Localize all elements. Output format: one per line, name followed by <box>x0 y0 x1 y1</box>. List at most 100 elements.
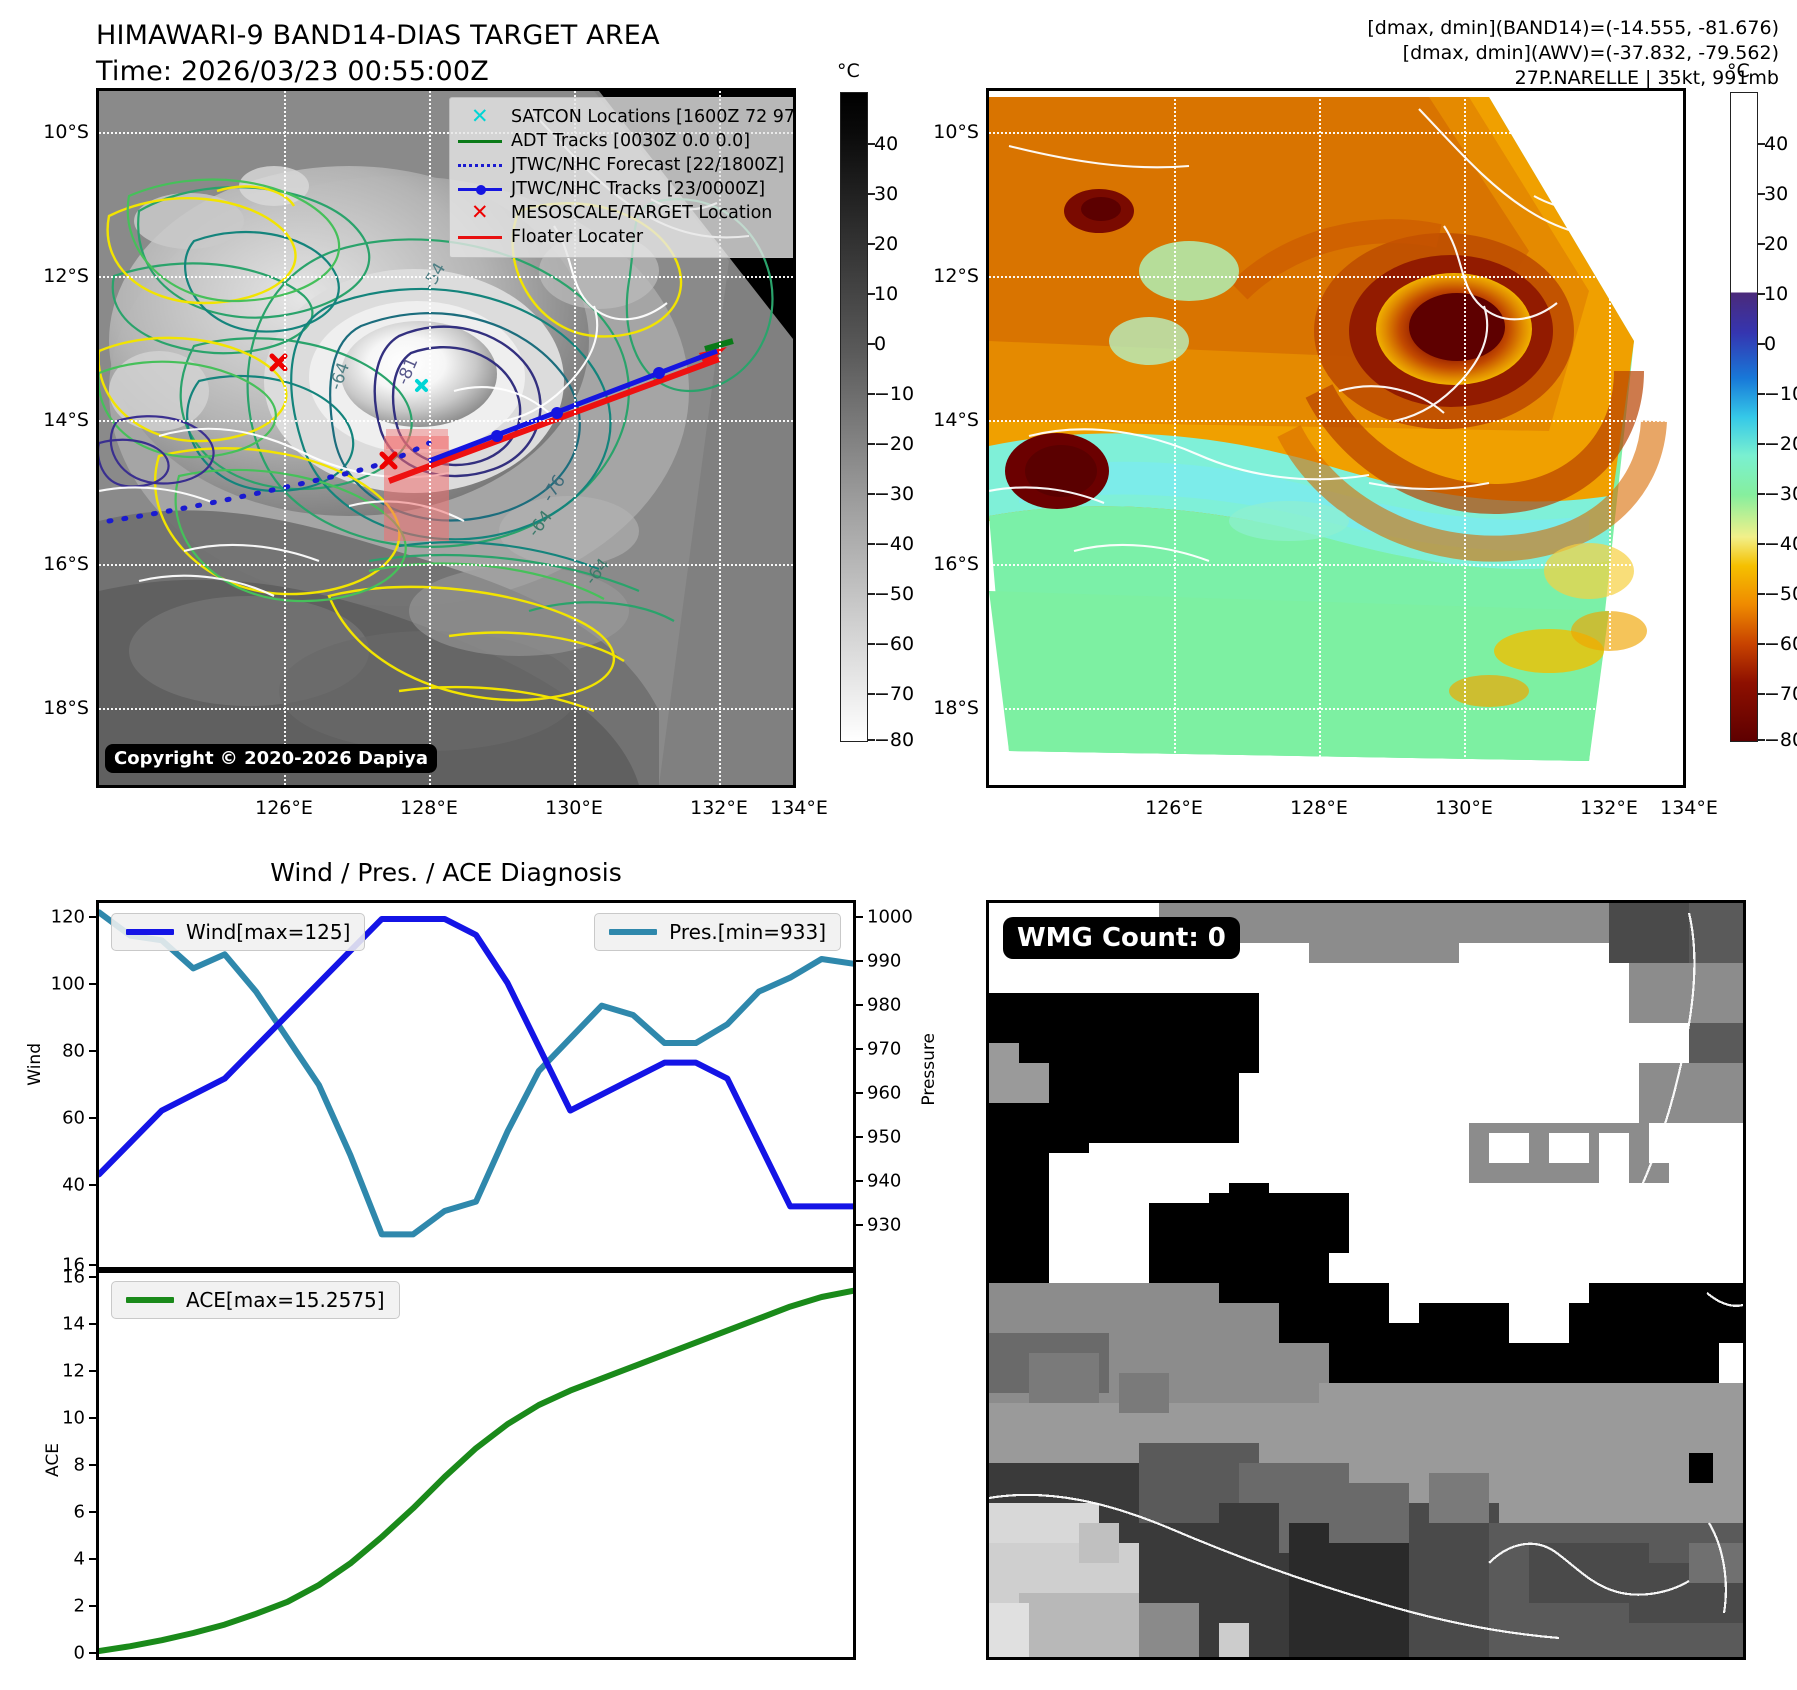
wind-tick-40: 40 <box>62 1174 85 1196</box>
pres-tick-950: 950 <box>867 1126 902 1148</box>
wind-tick-16: 16 <box>62 1254 85 1276</box>
wind-legend-line-icon <box>126 929 174 935</box>
awv-gridline-lon-128e <box>1319 91 1321 785</box>
pres-tick-930: 930 <box>867 1214 902 1236</box>
dmax-dmin-awv: [dmax, dmin](AWV)=(-37.832, -79.562) <box>1402 42 1779 64</box>
awv-cb-tm70: −70 <box>1764 683 1797 705</box>
ir-xtick-128e: 128°E <box>400 797 458 819</box>
ir-gridline-lat-18s <box>99 708 793 710</box>
wind-legend[interactable]: Wind[max=125] <box>111 913 366 951</box>
awv-ytick-12s: 12°S <box>933 265 979 287</box>
awv-xtick-130e: 130°E <box>1435 797 1493 819</box>
page-title: HIMAWARI-9 BAND14-DIAS TARGET AREA Time:… <box>96 18 660 90</box>
awv-gridline-lat-16s <box>989 564 1683 566</box>
pres-tick-970: 970 <box>867 1038 902 1060</box>
wind-tick-80: 80 <box>62 1040 85 1062</box>
ace-tick-16: 16 <box>62 1266 85 1288</box>
title-line-2: Time: 2026/03/23 00:55:00Z <box>96 56 489 87</box>
wind-tick-100: 100 <box>50 973 85 995</box>
awv-satellite-image <box>989 91 1683 785</box>
diagnosis-chart-title: Wind / Pres. / ACE Diagnosis <box>270 858 622 887</box>
awv-colorbar-unit: °C <box>1727 60 1750 82</box>
wind-legend-label: Wind[max=125] <box>186 920 351 944</box>
ir-ytick-14s: 14°S <box>43 409 89 431</box>
ace-chart[interactable]: ACE 16 14 12 10 8 6 4 2 0 ACE[max=15.257… <box>43 1267 856 1664</box>
ir-colorbar[interactable]: °C 40 30 20 10 0 −10 −20 −30 −40 −50 −60… <box>837 60 914 751</box>
ir-xtick-126e: 126°E <box>255 797 313 819</box>
ir-satellite-image: -81 -64 -54 -76 -64 -64 <box>99 91 793 785</box>
ir-colorbar-unit: °C <box>837 60 860 82</box>
awv-panel[interactable]: 10°S 12°S 14°S 16°S 18°S 126°E 128°E 130… <box>933 88 1718 819</box>
awv-gridline-lat-10s <box>989 132 1683 134</box>
ace-plot <box>99 1273 853 1657</box>
awv-xtick-132e: 132°E <box>1580 797 1638 819</box>
satcon-x-icon: ✕ <box>471 104 489 128</box>
wind-pressure-chart[interactable]: Wind Pressure 120 100 80 60 40 16 1000 9… <box>25 900 939 1276</box>
wmg-panel[interactable]: WMG Count: 0 <box>986 900 1746 1660</box>
ir-xtick-134e: 134°E <box>770 797 828 819</box>
pressure-legend-label: Pres.[min=933] <box>669 920 826 944</box>
ir-cb-tm50: −50 <box>874 583 915 605</box>
ace-legend-label: ACE[max=15.2575] <box>186 1288 385 1312</box>
ace-legend-line-icon <box>126 1297 174 1303</box>
awv-ytick-14s: 14°S <box>933 409 979 431</box>
ir-cb-tm20: −20 <box>874 433 915 455</box>
awv-xtick-134e: 134°E <box>1660 797 1718 819</box>
awv-gridline-lon-126e <box>1174 91 1176 785</box>
legend-item-jtwc-tracks: JTWC/NHC Tracks [23/0000Z] <box>458 177 793 201</box>
ace-tick-0: 0 <box>73 1642 85 1664</box>
legend-item-adt: ADT Tracks [0030Z 0.0 0.0] <box>458 129 793 153</box>
awv-cb-tm20: −20 <box>1764 433 1797 455</box>
awv-ytick-10s: 10°S <box>933 121 979 143</box>
ir-colorbar-gradient <box>840 92 868 742</box>
ace-tick-4: 4 <box>73 1548 85 1570</box>
awv-colorbar-gradient <box>1730 92 1758 742</box>
wmg-count-badge: WMG Count: 0 <box>1003 917 1240 959</box>
dmax-dmin-band14: [dmax, dmin](BAND14)=(-14.555, -81.676) <box>1367 17 1779 39</box>
ace-tick-14: 14 <box>62 1313 85 1335</box>
pres-tick-960: 960 <box>867 1082 902 1104</box>
awv-gridline-lat-12s <box>989 276 1683 278</box>
ir-cb-t20: 20 <box>874 233 899 255</box>
awv-cb-t30: 30 <box>1764 183 1789 205</box>
ir-legend[interactable]: ✕ SATCON Locations [1600Z 72 977] ADT Tr… <box>449 97 793 258</box>
ir-cb-tm70: −70 <box>874 683 915 705</box>
pressure-legend[interactable]: Pres.[min=933] <box>594 913 841 951</box>
pres-tick-940: 940 <box>867 1170 902 1192</box>
ir-cb-tm40: −40 <box>874 533 915 555</box>
ir-cb-t30: 30 <box>874 183 899 205</box>
ace-legend[interactable]: ACE[max=15.2575] <box>111 1281 400 1319</box>
pressure-axis-label: Pressure <box>919 1033 939 1106</box>
storm-id-intensity: 27P.NARELLE | 35kt, 991mb <box>1514 67 1779 89</box>
wind-pressure-plot <box>99 903 853 1267</box>
ace-tick-8: 8 <box>73 1454 85 1476</box>
legend-item-satcon: ✕ SATCON Locations [1600Z 72 977] <box>458 105 793 129</box>
ace-tick-10: 10 <box>62 1407 85 1429</box>
wind-tick-120: 120 <box>50 906 85 928</box>
awv-xtick-128e: 128°E <box>1290 797 1348 819</box>
awv-colorbar[interactable]: °C 40 30 20 10 0 −10 −20 −30 −40 −50 −60… <box>1727 60 1797 751</box>
copyright-badge: Copyright © 2020-2026 Dapiya <box>105 744 438 773</box>
legend-label-adt: ADT Tracks [0030Z 0.0 0.0] <box>511 131 751 151</box>
ir-gridline-lon-126e <box>284 91 286 785</box>
header-stats: [dmax, dmin](BAND14)=(-14.555, -81.676) … <box>1367 16 1779 91</box>
title-line-1: HIMAWARI-9 BAND14-DIAS TARGET AREA <box>96 20 660 51</box>
awv-ytick-16s: 16°S <box>933 553 979 575</box>
ir-xtick-130e: 130°E <box>545 797 603 819</box>
ir-band14-panel[interactable]: -81 -64 -54 -76 -64 -64 <box>43 88 828 819</box>
ir-gridline-lon-130e <box>574 91 576 785</box>
awv-gridline-lat-18s <box>989 708 1683 710</box>
forecast-dotted-icon <box>458 157 502 173</box>
ir-cb-tm80: −80 <box>874 729 915 751</box>
ir-gridline-lat-16s <box>99 564 793 566</box>
ir-ytick-12s: 12°S <box>43 265 89 287</box>
ir-gridline-lon-128e <box>429 91 431 785</box>
legend-item-floater: Floater Locater <box>458 225 793 249</box>
ir-cb-tm30: −30 <box>874 483 915 505</box>
ir-cb-t40: 40 <box>874 133 899 155</box>
ir-xtick-132e: 132°E <box>690 797 748 819</box>
legend-label-floater: Floater Locater <box>511 227 644 247</box>
awv-cb-tm40: −40 <box>1764 533 1797 555</box>
legend-label-jtwc-tracks: JTWC/NHC Tracks [23/0000Z] <box>511 179 766 199</box>
